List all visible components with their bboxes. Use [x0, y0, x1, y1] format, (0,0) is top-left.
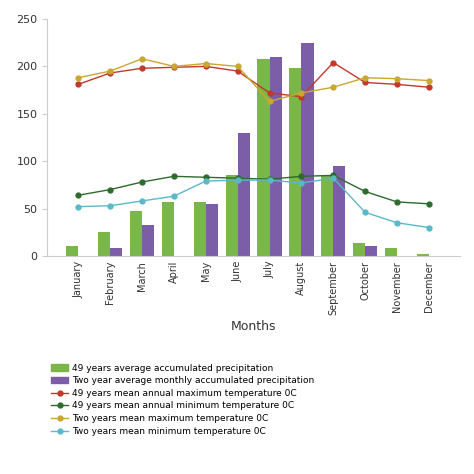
Bar — [162, 202, 174, 256]
Bar — [194, 202, 206, 256]
Bar — [130, 211, 142, 256]
X-axis label: Months: Months — [231, 320, 276, 333]
Bar — [385, 248, 397, 256]
Bar — [98, 232, 110, 256]
Bar — [257, 59, 270, 256]
Bar — [353, 243, 365, 256]
Bar — [301, 43, 313, 256]
Legend: 49 years average accumulated precipitation, Two year average monthly accumulated: 49 years average accumulated precipitati… — [48, 360, 318, 439]
Bar — [321, 175, 333, 256]
Bar — [110, 248, 122, 256]
Bar — [142, 225, 154, 256]
Bar — [66, 246, 78, 256]
Bar — [226, 175, 237, 256]
Bar — [289, 68, 301, 256]
Bar — [417, 254, 429, 256]
Bar — [237, 133, 250, 256]
Bar — [206, 204, 218, 256]
Bar — [270, 57, 282, 256]
Bar — [365, 246, 377, 256]
Bar — [333, 166, 346, 256]
